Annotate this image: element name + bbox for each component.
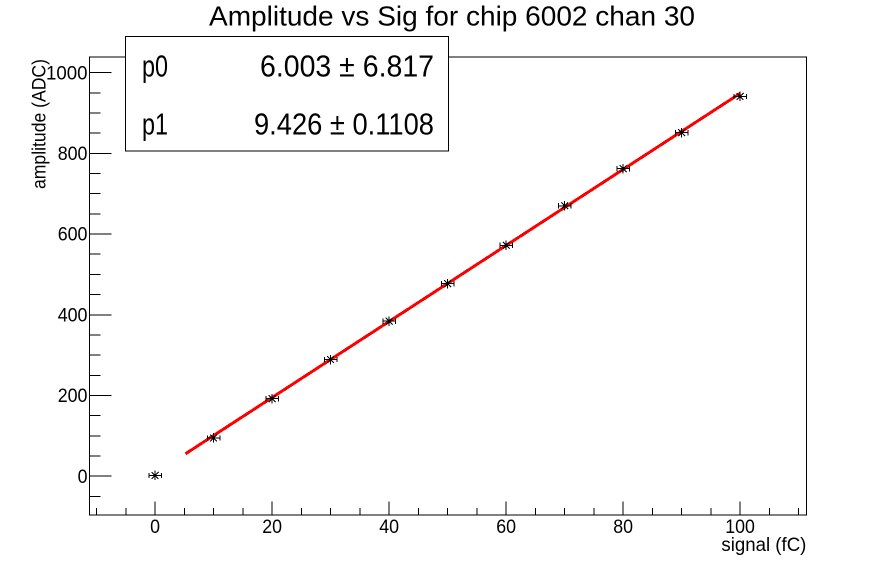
- svg-text:Amplitude vs Sig for chip 6002: Amplitude vs Sig for chip 6002 chan 30: [209, 1, 695, 32]
- svg-text:800: 800: [58, 143, 88, 165]
- svg-text:100: 100: [725, 516, 755, 538]
- svg-text:600: 600: [58, 224, 88, 246]
- svg-text:signal (fC): signal (fC): [721, 534, 806, 556]
- svg-text:20: 20: [262, 516, 282, 538]
- svg-text:p1: p1: [142, 106, 168, 141]
- svg-text:amplitude (ADC): amplitude (ADC): [29, 59, 51, 189]
- svg-text:60: 60: [496, 516, 516, 538]
- svg-text:400: 400: [58, 305, 88, 327]
- svg-text:200: 200: [58, 385, 88, 407]
- svg-text:1000: 1000: [46, 62, 88, 84]
- svg-text:6.003 ± 6.817: 6.003 ± 6.817: [260, 49, 434, 84]
- svg-text:0: 0: [150, 516, 160, 538]
- svg-text:9.426 ± 0.1108: 9.426 ± 0.1108: [254, 106, 434, 141]
- svg-text:0: 0: [78, 466, 88, 488]
- svg-text:80: 80: [613, 516, 633, 538]
- svg-text:40: 40: [379, 516, 399, 538]
- svg-text:p0: p0: [142, 49, 168, 84]
